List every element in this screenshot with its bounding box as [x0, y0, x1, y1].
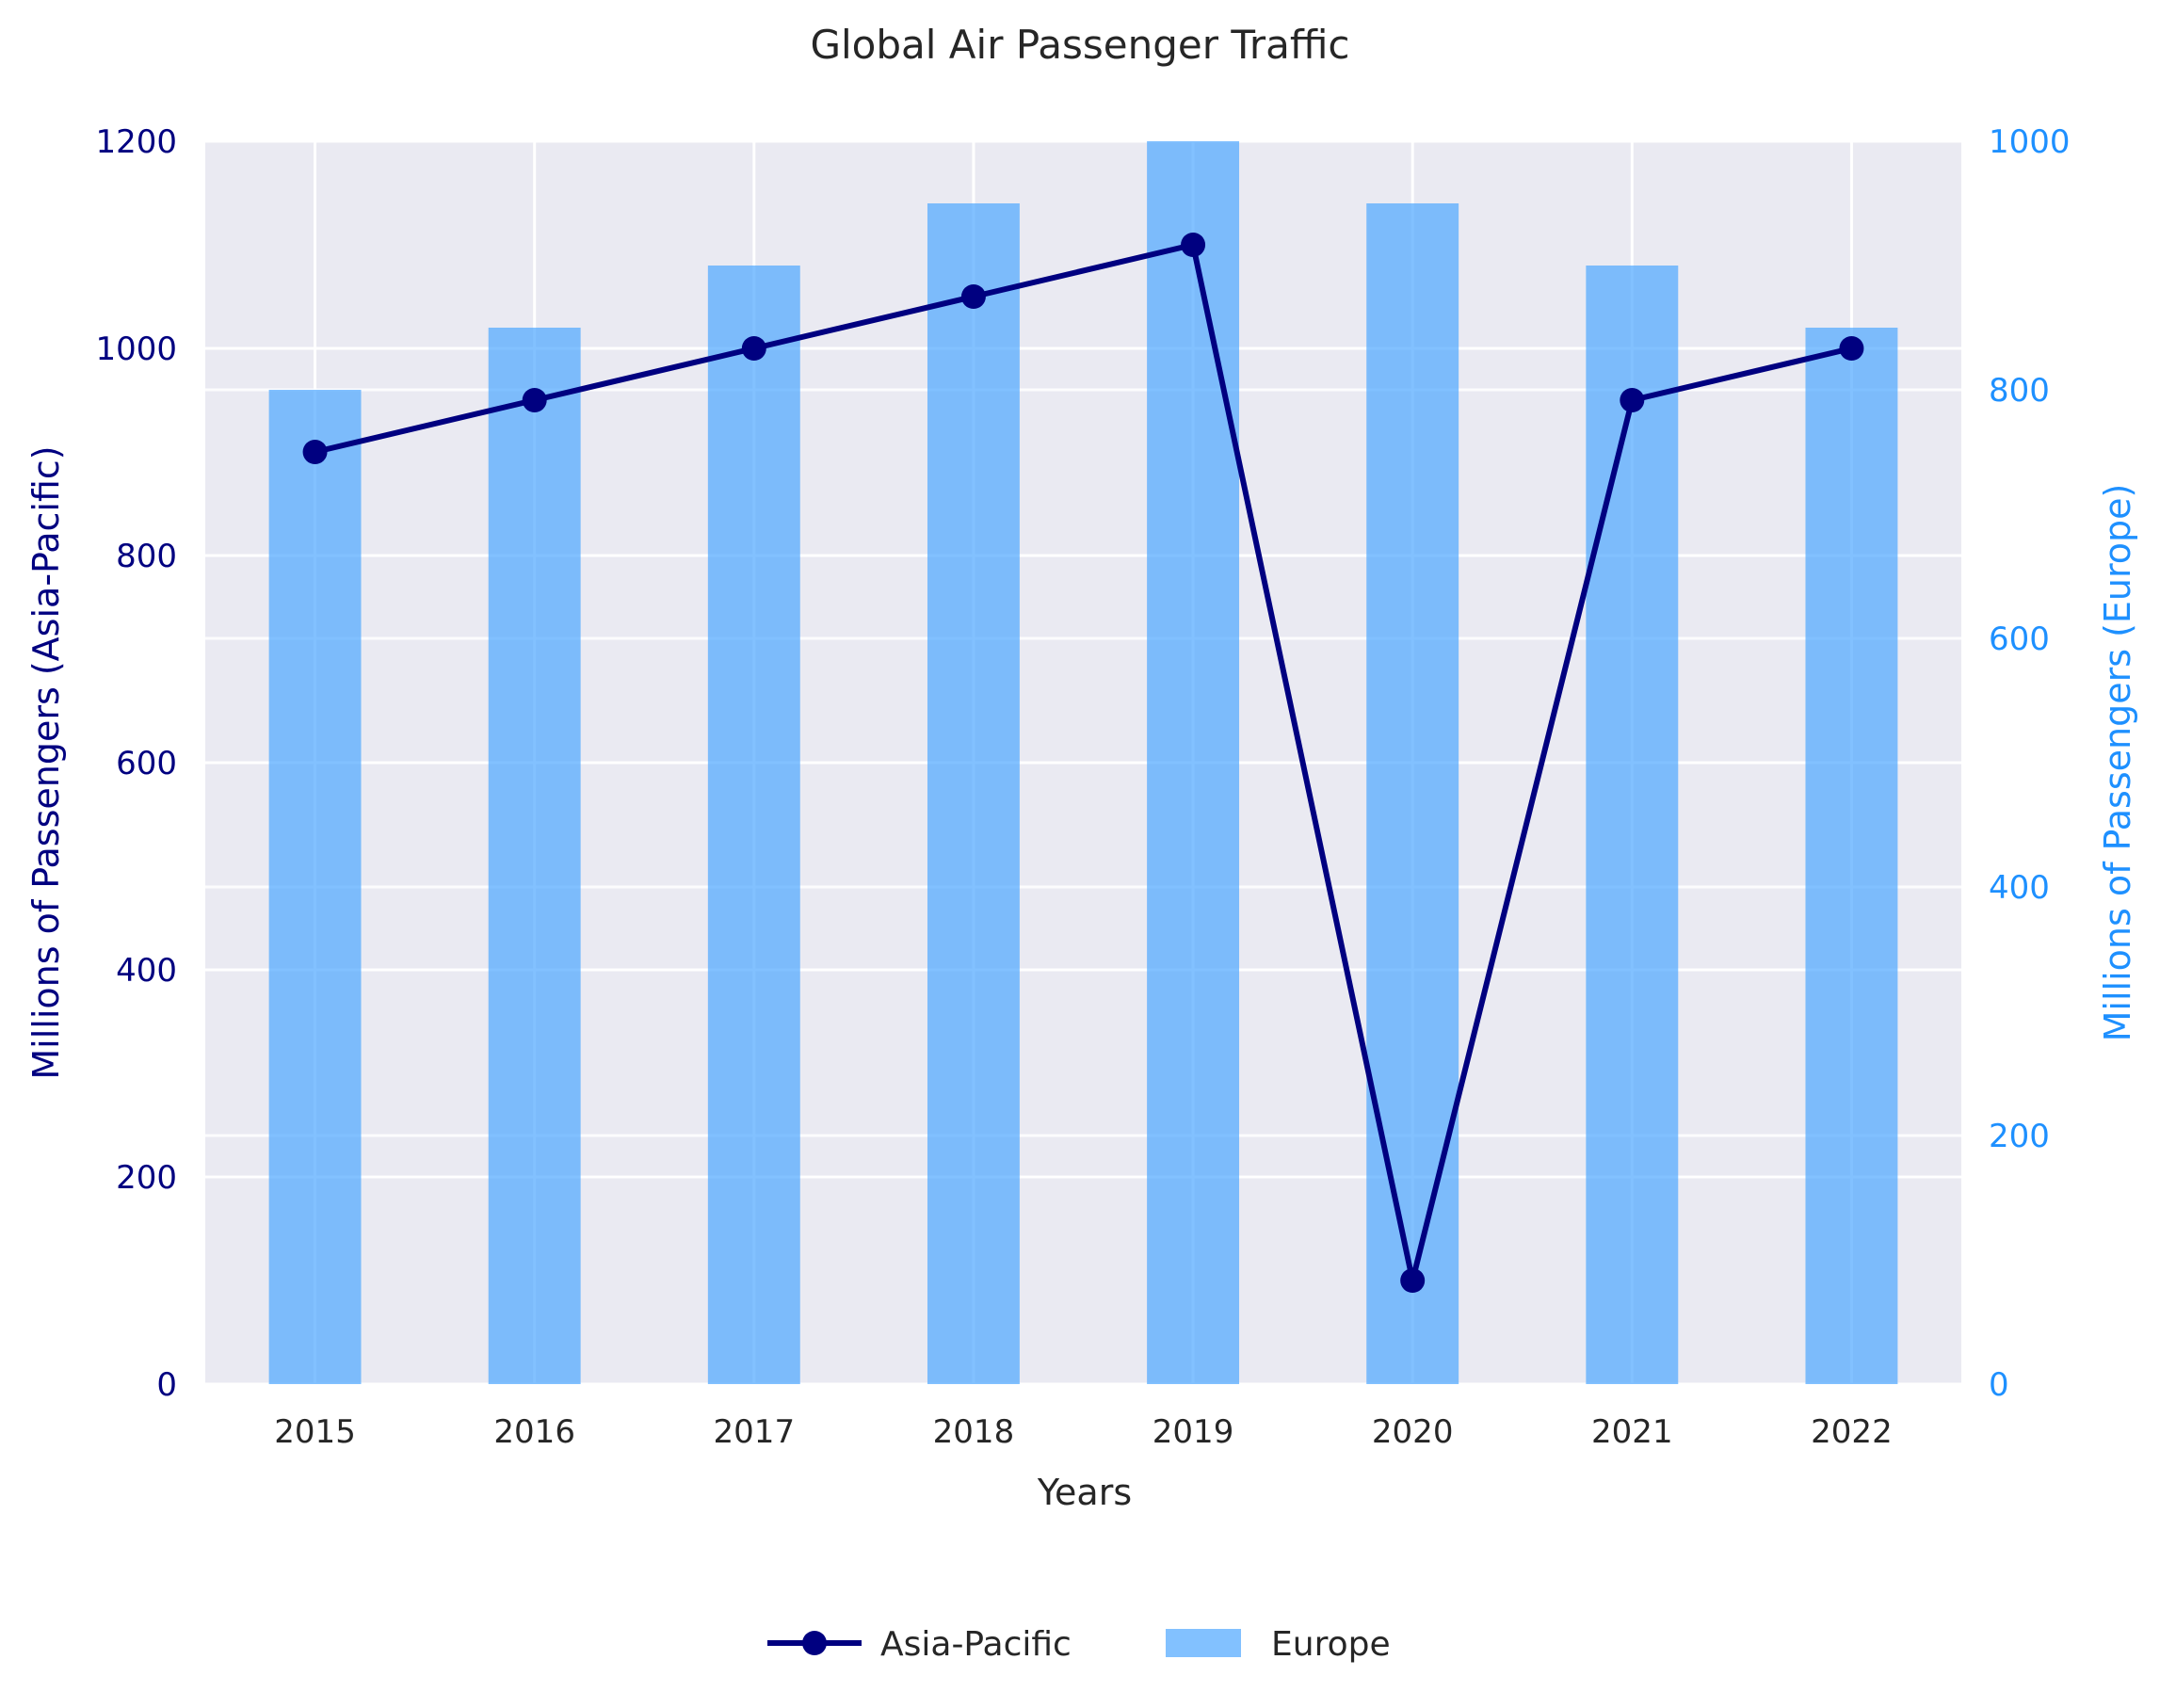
x-axis-ticks: 2015 2016 2017 2018 2019 2020 2021 2022 [274, 1413, 1892, 1451]
bar-europe-2016 [488, 328, 581, 1384]
legend-item-europe: Europe [1166, 1625, 1391, 1664]
legend-bar-swatch [1166, 1629, 1241, 1657]
legend-label-asia-pacific: Asia-Pacific [880, 1625, 1072, 1664]
bar-europe-2021 [1586, 266, 1679, 1384]
chart-title: Global Air Passenger Traffic [810, 22, 1349, 68]
legend: Asia-Pacific Europe [767, 1625, 1391, 1664]
point-asia-pacific-2017 [741, 336, 766, 361]
x-tick-label: 2019 [1153, 1413, 1234, 1451]
left-axis-label: Millions of Passengers (Asia-Pacific) [25, 445, 67, 1079]
left-axis-ticks: 0 200 400 600 800 1000 1200 [95, 123, 177, 1404]
x-axis-label: Years [1037, 1472, 1132, 1513]
point-asia-pacific-2021 [1620, 388, 1645, 412]
x-tick-label: 2021 [1591, 1413, 1673, 1451]
x-tick-label: 2018 [933, 1413, 1015, 1451]
right-tick-label: 200 [1989, 1118, 2050, 1155]
point-asia-pacific-2022 [1839, 336, 1864, 361]
bar-europe-2022 [1805, 328, 1898, 1384]
legend-item-asia-pacific: Asia-Pacific [767, 1625, 1072, 1664]
x-tick-label: 2015 [274, 1413, 356, 1451]
line-asia-pacific [314, 242, 1853, 1283]
legend-label-europe: Europe [1271, 1625, 1391, 1664]
europe-bars [268, 141, 1898, 1384]
bar-europe-2019 [1147, 141, 1240, 1384]
legend-marker-swatch [802, 1631, 827, 1655]
x-tick-label: 2017 [714, 1413, 796, 1451]
bar-europe-2018 [927, 203, 1020, 1384]
right-tick-label: 600 [1989, 620, 2050, 658]
left-tick-label: 800 [116, 538, 177, 575]
point-asia-pacific-2016 [522, 388, 547, 412]
left-tick-label: 400 [116, 952, 177, 990]
x-tick-label: 2016 [493, 1413, 575, 1451]
right-axis-label: Millions of Passengers (Europe) [2097, 484, 2138, 1042]
point-asia-pacific-2019 [1181, 233, 1206, 257]
left-tick-label: 200 [116, 1159, 177, 1197]
left-tick-label: 600 [116, 745, 177, 782]
x-tick-label: 2022 [1811, 1413, 1893, 1451]
right-tick-label: 1000 [1989, 123, 2071, 161]
left-tick-label: 0 [156, 1366, 177, 1404]
point-asia-pacific-2015 [302, 440, 328, 464]
bar-europe-2017 [707, 266, 800, 1384]
bar-europe-2015 [268, 390, 362, 1384]
x-tick-label: 2020 [1372, 1413, 1454, 1451]
left-tick-label: 1200 [95, 123, 177, 161]
left-tick-label: 1000 [95, 330, 177, 368]
right-tick-label: 400 [1989, 869, 2050, 907]
bar-europe-2020 [1366, 203, 1459, 1384]
right-axis-ticks: 0 200 400 600 800 1000 [1989, 123, 2071, 1404]
right-tick-label: 800 [1989, 372, 2050, 410]
point-asia-pacific-2020 [1400, 1268, 1426, 1293]
point-asia-pacific-2018 [960, 284, 986, 309]
asia-pacific-line-series [302, 233, 1864, 1293]
right-tick-label: 0 [1989, 1366, 2009, 1404]
